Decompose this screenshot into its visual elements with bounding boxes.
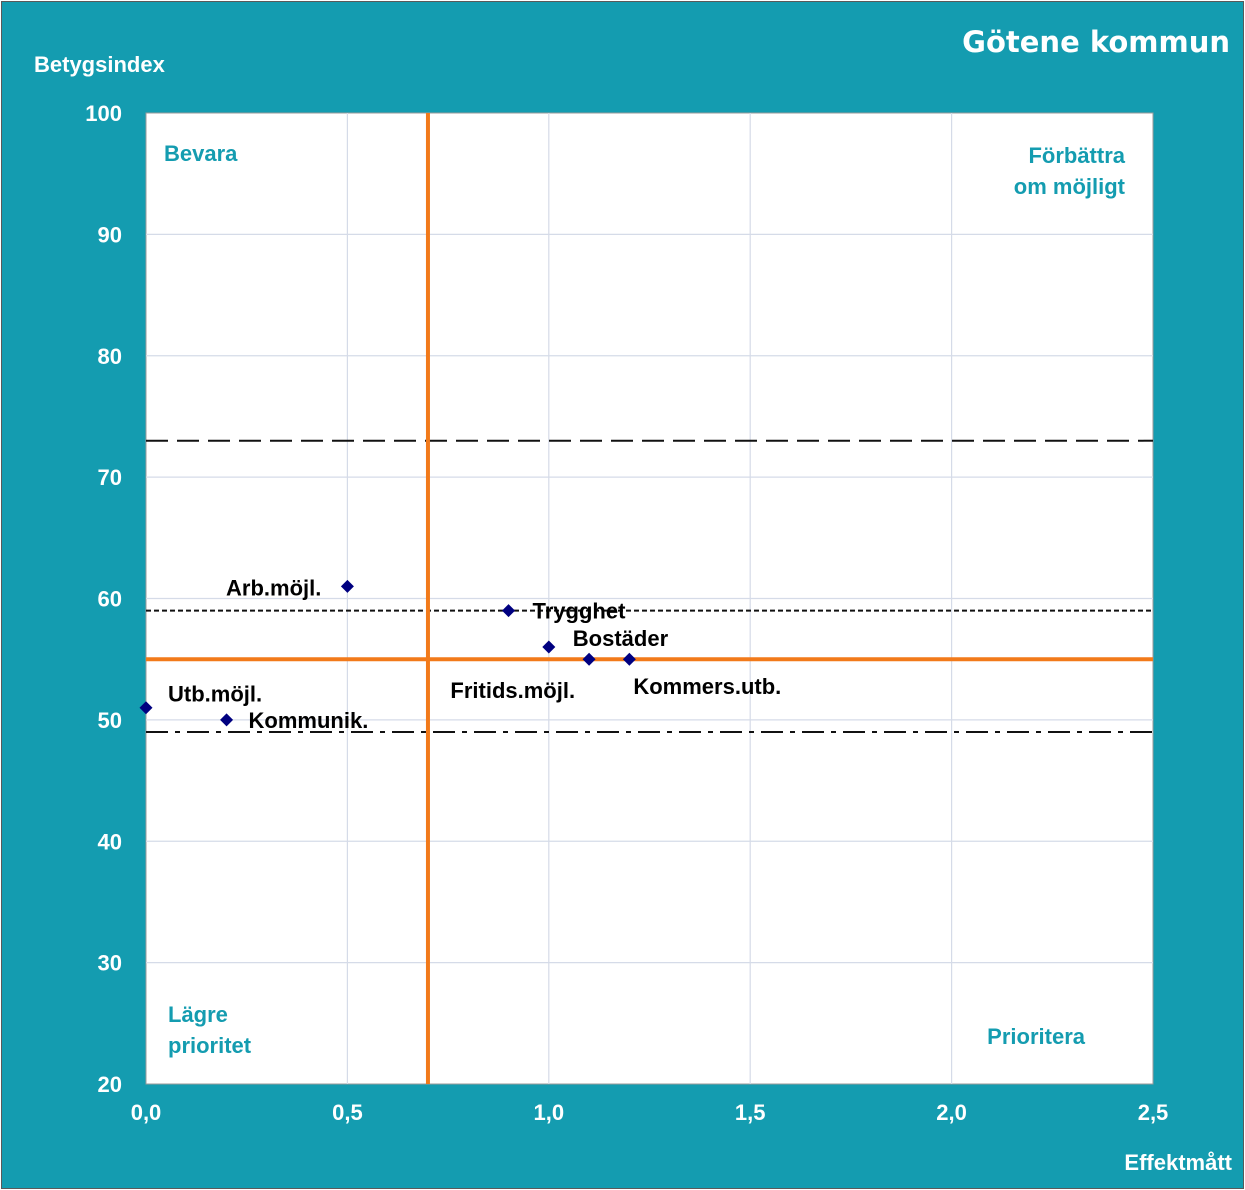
quadrant-label-forbattra-line-1: Förbättra (1028, 143, 1125, 168)
data-point-label: Kommunik. (249, 708, 369, 733)
data-point-marker (139, 701, 153, 715)
data-point-label: Kommers.utb. (633, 674, 781, 699)
quadrant-lines (146, 113, 1153, 1084)
data-point-marker (340, 579, 354, 593)
data-point-marker (622, 652, 636, 666)
y-tick-label: 20 (98, 1072, 122, 1097)
data-point-marker (220, 713, 234, 727)
x-tick-label: 0,5 (332, 1100, 363, 1125)
y-tick-label: 60 (98, 587, 122, 612)
reference-lines (146, 439, 1153, 734)
y-tick-label: 70 (98, 465, 122, 490)
quadrant-label-lagre-prioritet-line-2: prioritet (168, 1033, 252, 1058)
y-tick-label: 80 (98, 344, 122, 369)
quadrant-label-prioritera-line-1: Prioritera (987, 1024, 1086, 1049)
grid-lines (146, 113, 1153, 1084)
y-tick-label: 50 (98, 708, 122, 733)
y-tick-label: 100 (85, 101, 122, 126)
data-point-marker (542, 640, 556, 654)
x-tick-label: 0,0 (131, 1100, 162, 1125)
data-point-label: Fritids.möjl. (450, 678, 575, 703)
data-point-label: Bostäder (573, 626, 669, 651)
quadrant-label-bevara-line-1: Bevara (164, 141, 238, 166)
y-axis-label: Betygsindex (34, 52, 166, 77)
data-point-label: Arb.möjl. (226, 575, 321, 600)
quadrant-label-lagre-prioritet-line-1: Lägre (168, 1002, 228, 1027)
x-tick-label: 1,0 (534, 1100, 565, 1125)
data-point-marker (582, 652, 596, 666)
quadrant-labels: Bevara Förbättra om möjligt Lägre prioritet P… (164, 141, 1126, 1058)
x-axis-label: Effektmått (1124, 1150, 1232, 1175)
tick-labels: 20 30 40 50 60 70 80 90 100 0,0 0,5 1,0 1,5 2,0 2,5 (85, 101, 1168, 1125)
y-tick-label: 30 (98, 951, 122, 976)
x-tick-label: 1,5 (735, 1100, 766, 1125)
quadrant-label-forbattra-line-2: om möjligt (1014, 174, 1126, 199)
data-point-label: Utb.möjl. (168, 682, 262, 707)
y-tick-label: 90 (98, 222, 122, 247)
data-point-label: Trygghet (533, 599, 627, 624)
data-point-marker (502, 604, 516, 618)
x-tick-label: 2,5 (1138, 1100, 1169, 1125)
x-tick-label: 2,0 (936, 1100, 967, 1125)
chart-title: Götene kommun (962, 25, 1230, 59)
y-tick-label: 40 (98, 829, 122, 854)
